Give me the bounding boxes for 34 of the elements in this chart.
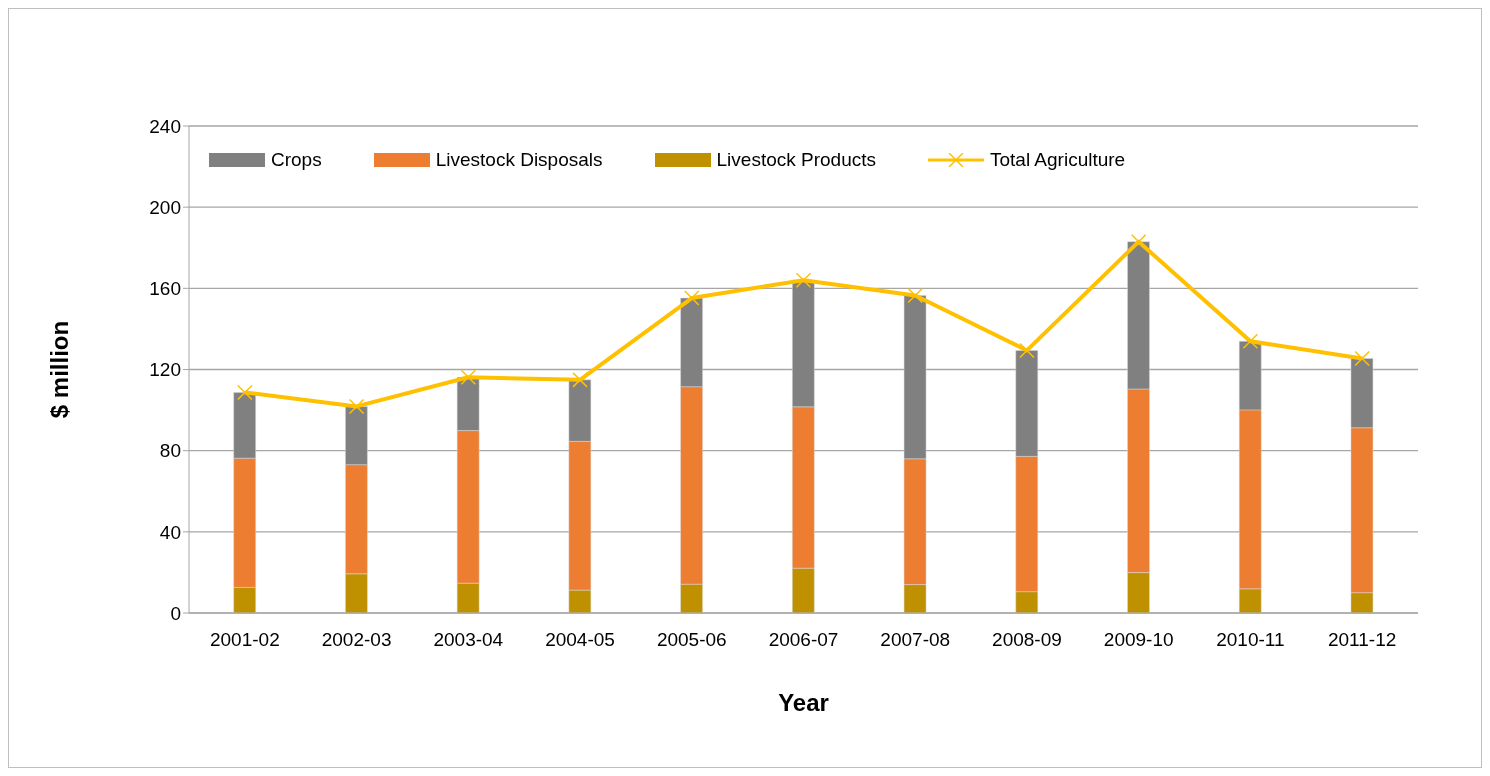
y-tick-label: 160 (149, 278, 181, 300)
point (237, 384, 253, 401)
y-tick-label: 80 (159, 440, 181, 462)
point (684, 290, 700, 306)
x-tick-label: 2007-08 (880, 629, 951, 651)
x-tick-label: 2004-05 (545, 629, 615, 651)
point (795, 272, 812, 288)
point (907, 287, 923, 304)
legend-label: Crops (271, 149, 322, 171)
x-tick-label: 2010-11 (1216, 629, 1285, 651)
x-tick-label: 2005-06 (656, 629, 727, 651)
legend-label: Livestock Products (716, 149, 876, 171)
y-tick-label: 0 (170, 602, 181, 624)
x-tick-label: 2006-07 (768, 629, 839, 651)
legend-label: Total Agriculture (990, 149, 1126, 171)
point (572, 372, 588, 388)
point (348, 398, 365, 415)
x-tick-label: 2002-03 (321, 629, 392, 651)
x-tick-label: 2008-09 (992, 629, 1062, 651)
y-tick-label: 120 (149, 359, 181, 381)
point (1019, 342, 1035, 359)
point (1354, 350, 1370, 367)
x-tick-label: 2011-12 (1327, 629, 1397, 651)
y-axis-title: $ million (45, 320, 73, 419)
y-tick-label: 200 (149, 196, 181, 218)
point (1242, 333, 1259, 350)
x-tick-label: 2003-04 (433, 629, 504, 651)
y-tick-label: 40 (159, 521, 181, 543)
y-tick-label: 240 (149, 115, 181, 137)
legend-label: Livestock Disposals (435, 149, 603, 171)
x-tick-label: 2009-10 (1103, 629, 1174, 651)
x-axis-title: Year (778, 689, 829, 716)
x-tick-label: 2001-02 (210, 629, 280, 651)
point (460, 369, 477, 385)
